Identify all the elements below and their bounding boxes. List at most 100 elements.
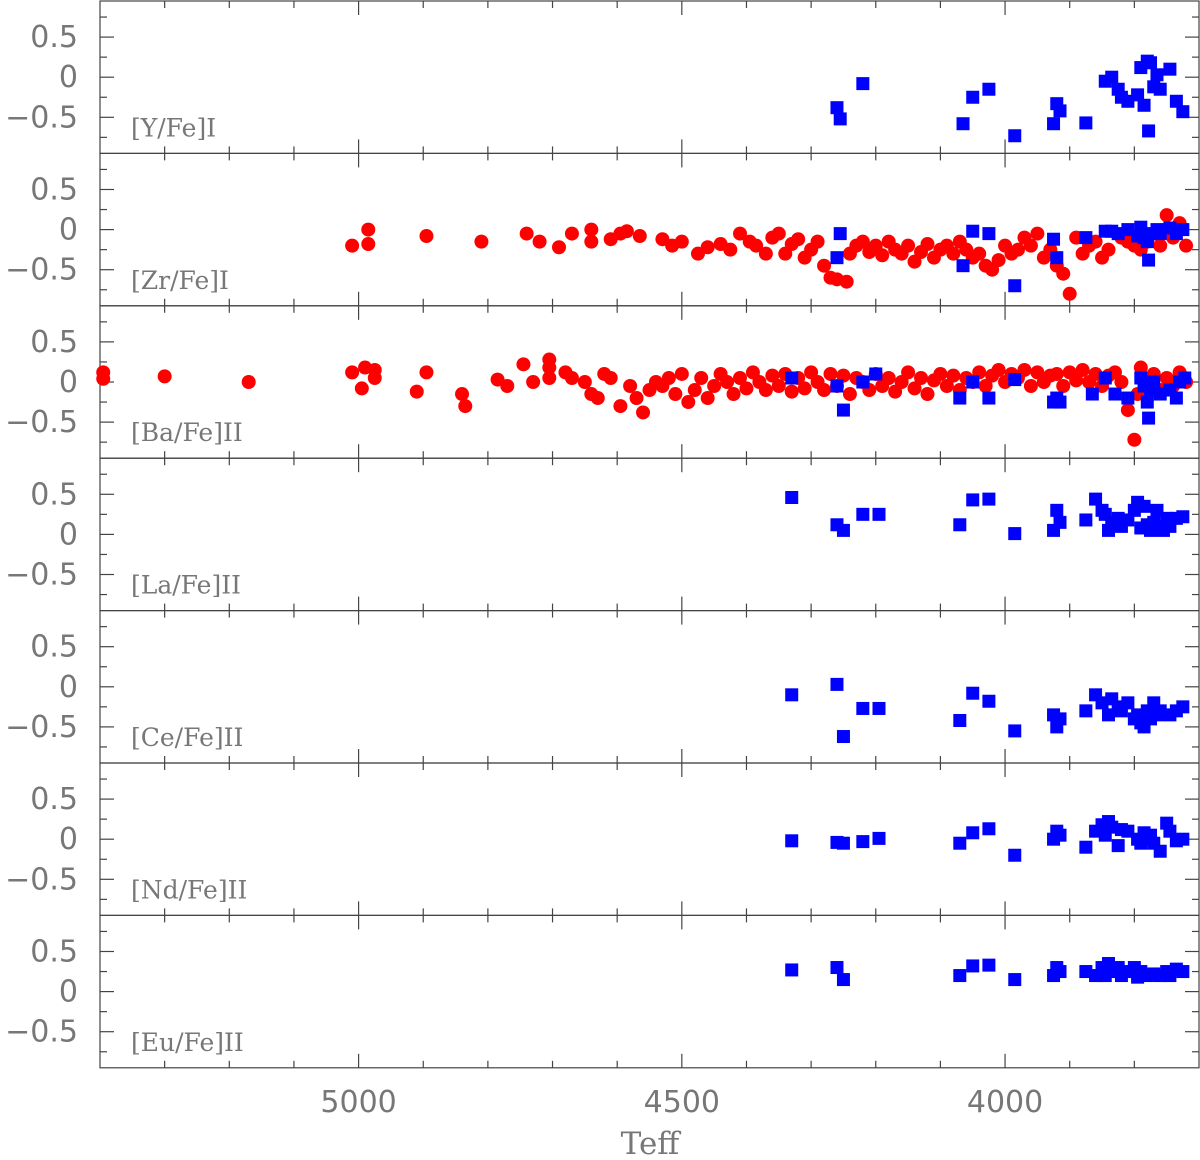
data-point-square	[830, 101, 844, 115]
data-point-circle	[603, 370, 618, 385]
data-point-circle	[920, 237, 935, 252]
data-point-square	[1105, 70, 1119, 84]
panels: 0.5 0 −0.5 [Y/Fe]I 0.5 0 −0.5 [Zr/Fe]I 0.5 0 −0.5 […	[5, 0, 1200, 1120]
data-point-square	[1108, 387, 1122, 401]
data-point-square	[956, 117, 970, 131]
data-point-square	[785, 963, 799, 977]
data-point-circle	[636, 405, 651, 420]
data-point-square	[833, 112, 847, 126]
data-point-square	[1153, 844, 1167, 858]
data-point-circle	[661, 370, 676, 385]
data-point-circle	[590, 391, 605, 406]
data-point-circle	[784, 384, 799, 399]
y-tick-label: 0.5	[30, 325, 78, 360]
data-point-square	[1053, 104, 1067, 118]
data-point-square	[1085, 387, 1099, 401]
data-point-circle	[1023, 238, 1038, 253]
data-point-square	[953, 391, 967, 405]
y-tick-label: 0	[59, 60, 78, 95]
panel-6: 0.5 0 −0.5 [Eu/Fe]II	[5, 914, 1200, 1069]
panel-label: [Ce/Fe]II	[131, 723, 243, 752]
data-point-square	[1131, 88, 1145, 102]
data-point-square	[1053, 515, 1067, 529]
data-point-square	[956, 259, 970, 273]
data-point-circle	[668, 387, 683, 402]
data-point-square	[856, 507, 870, 521]
data-point-circle	[419, 229, 434, 244]
data-point-circle	[613, 399, 628, 414]
data-point-square	[1008, 279, 1022, 293]
data-point-circle	[674, 234, 689, 249]
data-point-square	[982, 227, 996, 241]
data-point-circle	[1049, 366, 1064, 381]
data-point-circle	[629, 391, 644, 406]
panel-3: 0.5 0 −0.5 [La/Fe]II	[5, 457, 1200, 612]
data-point-square	[830, 379, 844, 393]
y-tick-label: −0.5	[5, 558, 78, 593]
data-point-circle	[1069, 373, 1084, 388]
data-point-circle	[584, 234, 599, 249]
data-point-square	[833, 227, 847, 241]
x-axis-label: Teff	[621, 1126, 682, 1160]
data-point-square	[1079, 840, 1093, 854]
data-point-circle	[96, 371, 111, 386]
data-point-circle	[577, 375, 592, 389]
data-point-circle	[946, 368, 961, 383]
panel-4: 0.5 0 −0.5 [Ce/Fe]II	[5, 609, 1200, 764]
panel-label: [Zr/Fe]I	[131, 266, 229, 295]
data-point-circle	[907, 381, 922, 396]
data-point-square	[1079, 231, 1093, 245]
data-point-circle	[687, 383, 702, 398]
data-point-square	[1121, 391, 1135, 405]
data-point-square	[830, 677, 844, 691]
data-point-square	[785, 371, 799, 385]
data-point-circle	[991, 253, 1006, 268]
data-point-circle	[839, 274, 854, 289]
data-point-circle	[1127, 432, 1142, 447]
data-point-circle	[1075, 362, 1090, 377]
data-point-circle	[564, 370, 579, 385]
data-point-circle	[700, 391, 715, 406]
data-point-circle	[1030, 226, 1045, 241]
y-tick-label: 0.5	[30, 630, 78, 665]
y-tick-label: 0.5	[30, 782, 78, 817]
data-point-square	[869, 367, 883, 381]
data-point-square	[953, 518, 967, 532]
data-point-square	[1121, 696, 1135, 710]
data-point-circle	[345, 238, 360, 253]
data-point-circle	[978, 379, 993, 394]
data-point-circle	[674, 366, 689, 381]
data-point-circle	[771, 226, 786, 241]
data-point-square	[1050, 251, 1064, 265]
panel-frame	[99, 914, 1200, 1069]
panel-1: 0.5 0 −0.5 [Zr/Fe]I	[5, 152, 1200, 307]
data-point-circle	[733, 226, 748, 241]
data-point-circle	[681, 395, 696, 410]
data-point-circle	[1120, 403, 1135, 418]
data-point-circle	[765, 368, 780, 383]
y-tick-label: −0.5	[5, 710, 78, 745]
data-point-circle	[1062, 286, 1077, 301]
data-point-square	[836, 730, 850, 744]
data-point-square	[982, 492, 996, 506]
data-point-circle	[797, 381, 812, 396]
data-point-square	[856, 835, 870, 849]
data-point-square	[1176, 105, 1190, 119]
data-point-circle	[739, 381, 754, 396]
data-point-circle	[875, 248, 890, 263]
data-point-square	[966, 90, 980, 104]
data-point-square	[966, 959, 980, 973]
panel-frame	[99, 609, 1200, 764]
data-point-circle	[455, 387, 470, 402]
y-tick-label: 0.5	[30, 934, 78, 969]
data-point-circle	[458, 399, 473, 414]
y-tick-label: −0.5	[5, 100, 78, 135]
panel-0: 0.5 0 −0.5 [Y/Fe]I	[5, 0, 1200, 154]
data-point-square	[836, 973, 850, 987]
data-point-circle	[409, 384, 424, 399]
data-point-square	[836, 523, 850, 537]
data-point-circle	[810, 234, 825, 249]
data-point-square	[785, 491, 799, 505]
data-point-circle	[901, 238, 916, 253]
